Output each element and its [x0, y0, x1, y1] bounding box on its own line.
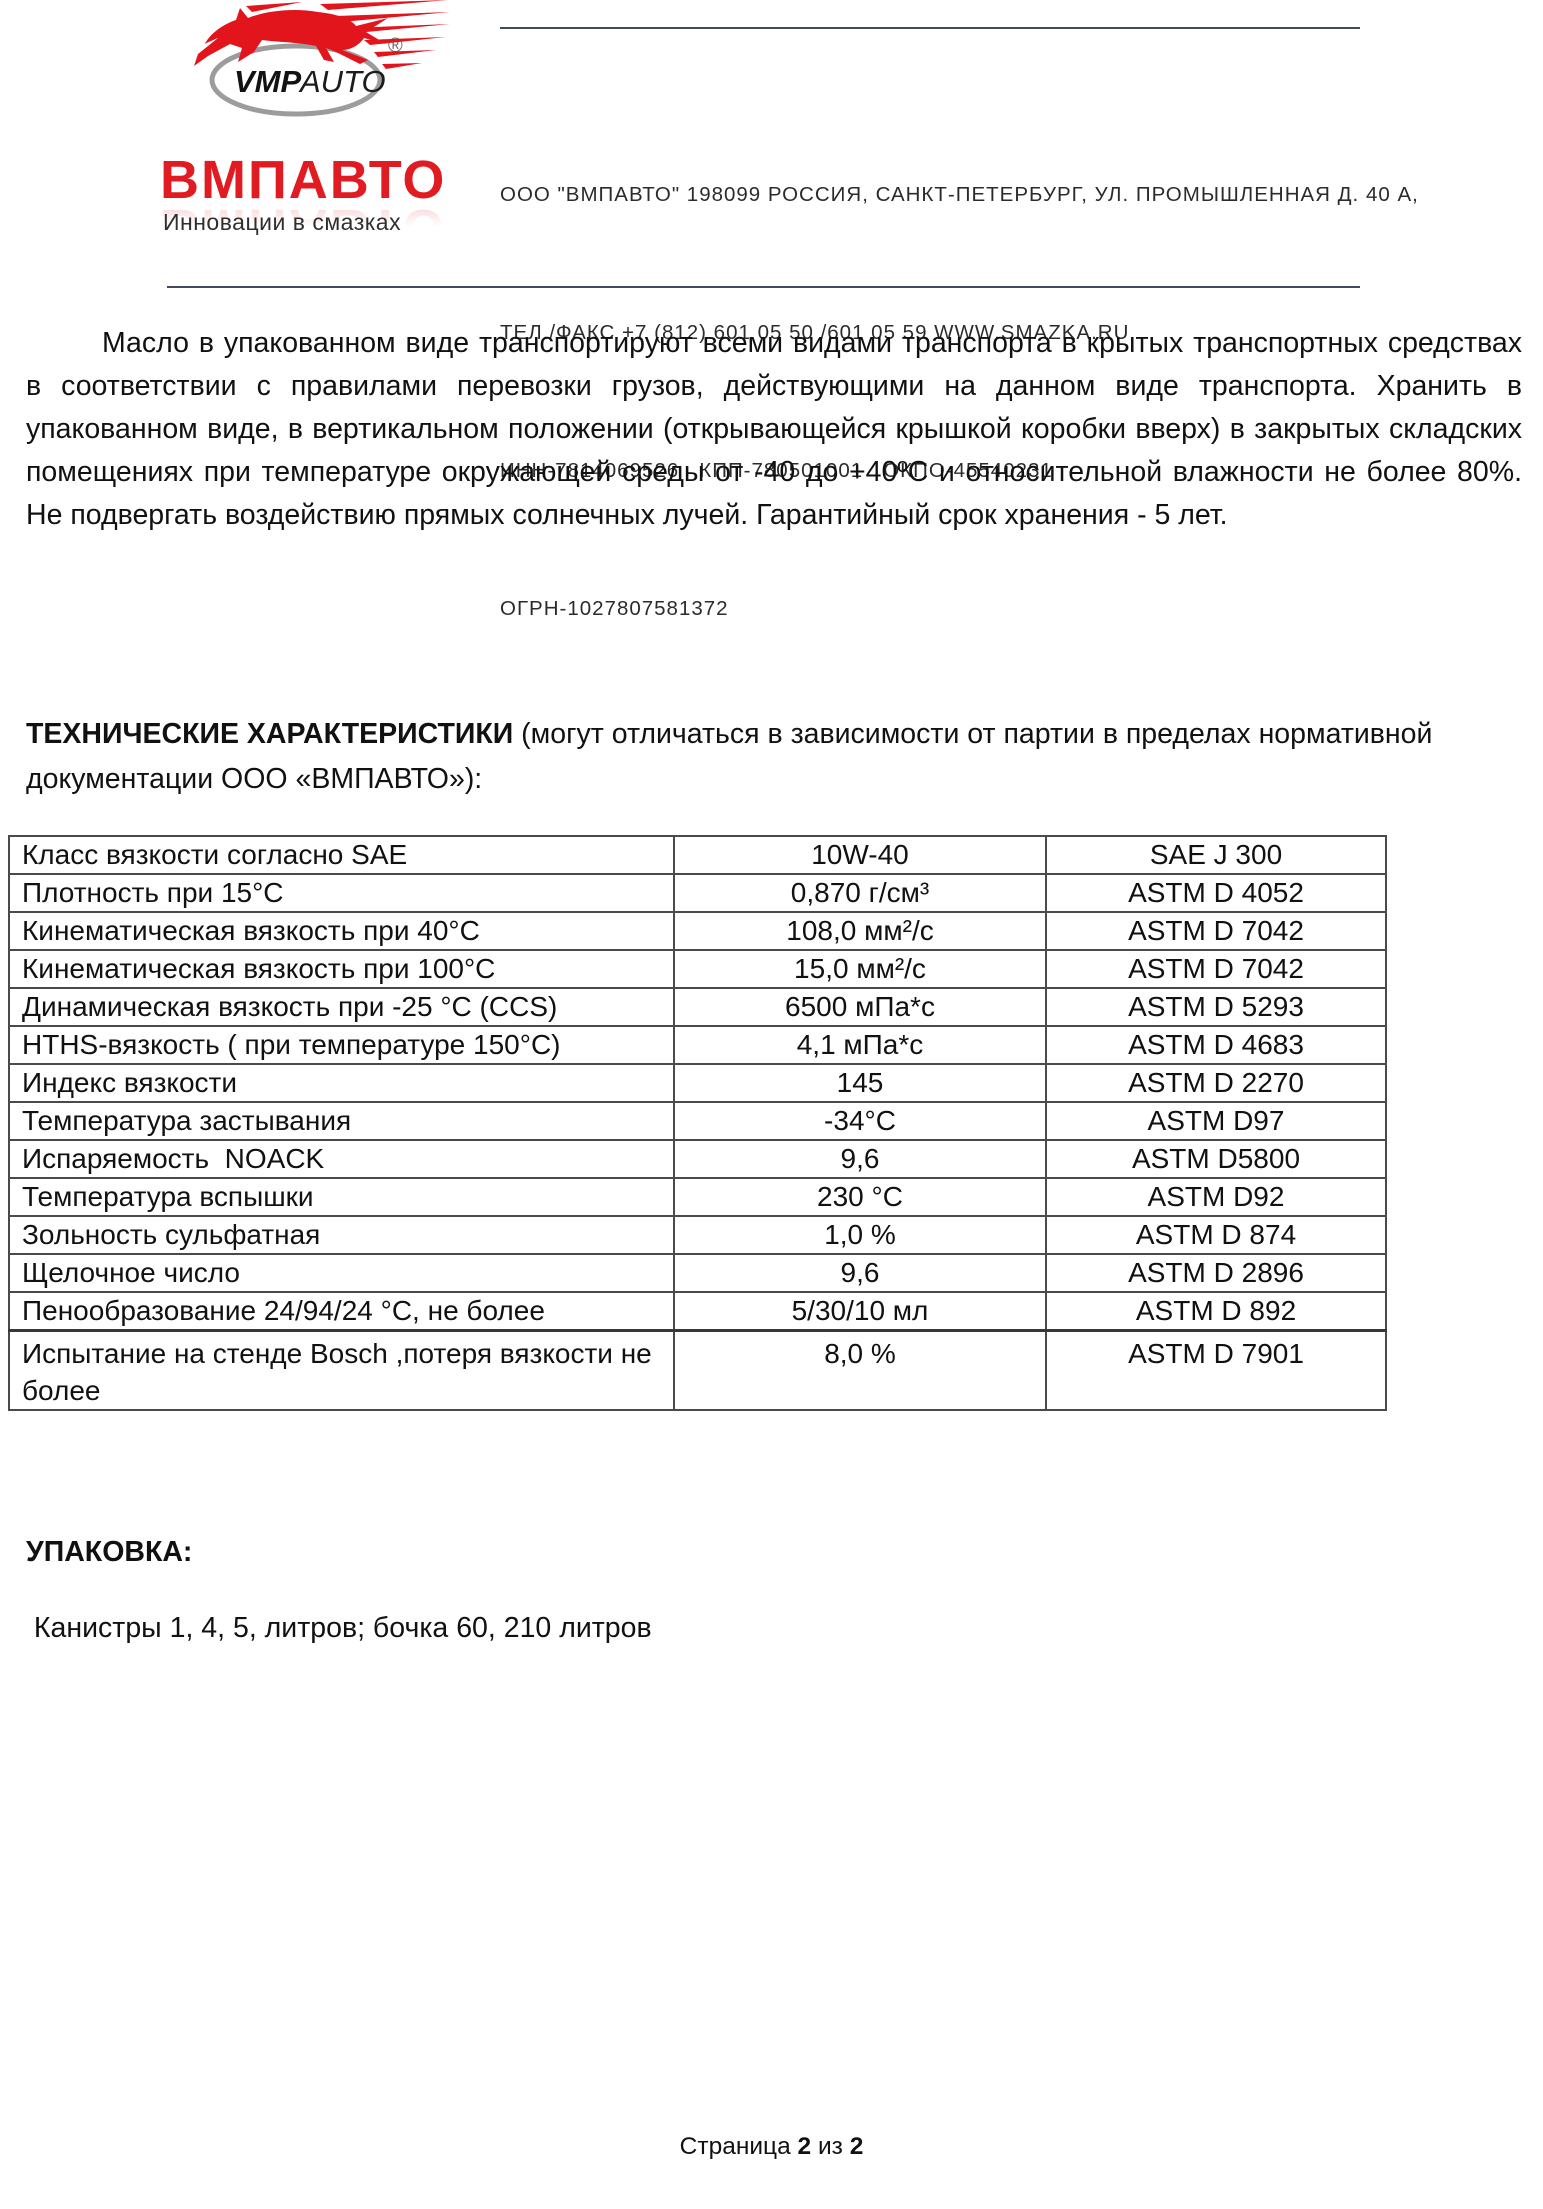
contact-line-ogrn: ОГРН-1027807581372 — [500, 597, 729, 620]
value-cell: 4,1 мПа*с — [673, 1025, 1047, 1065]
table-row: Испытание на стенде Bosch ,потеря вязкос… — [8, 1329, 1387, 1411]
footer-of-word: из — [817, 2133, 843, 2160]
method-cell: ASTM D 5293 — [1045, 987, 1387, 1027]
table-row: Температура вспышки 230 °С ASTM D92 — [8, 1177, 1387, 1217]
horse-icon — [194, 0, 450, 69]
method-cell: ASTM D 2896 — [1045, 1253, 1387, 1293]
method-cell: ASTM D92 — [1045, 1177, 1387, 1217]
param-cell: Кинематическая вязкость при 40°С — [8, 911, 675, 951]
value-cell: 9,6 — [673, 1253, 1047, 1293]
footer-current-page: 2 — [797, 2133, 812, 2160]
param-cell: Испытание на стенде Bosch ,потеря вязкос… — [8, 1329, 675, 1411]
header-bottom-rule — [167, 286, 1360, 288]
table-row: Класс вязкости согласно SAE 10W-40 SAE J 3… — [8, 835, 1387, 875]
logo-oval-text-auto: AUTO — [298, 64, 386, 99]
page-footer: Страница 2 из 2 — [0, 2133, 1543, 2161]
contact-line-address: ООО "ВМПАВТО" 198099 РОССИЯ, САНКТ-ПЕТЕР… — [500, 183, 1419, 206]
value-cell: 8,0 % — [673, 1329, 1047, 1411]
specs-heading-rest: (могут отличаться в зависимости от парти… — [26, 718, 1433, 795]
value-cell: 15,0 мм²/с — [673, 949, 1047, 989]
table-row: Щелочное число 9,6 ASTM D 2896 — [8, 1253, 1387, 1293]
param-cell: Плотность при 15°С — [8, 873, 675, 913]
param-cell: Класс вязкости согласно SAE — [8, 835, 675, 875]
method-cell: SAE J 300 — [1045, 835, 1387, 875]
table-row: Динамическая вязкость при -25 °С (CCS) 65… — [8, 987, 1387, 1027]
table-row: Пенообразование 24/94/24 °С, не более 5/3… — [8, 1291, 1387, 1332]
param-cell: Температура вспышки — [8, 1177, 675, 1217]
param-cell: Кинематическая вязкость при 100°С — [8, 949, 675, 989]
table-row: Испаряемость NOACK 9,6 ASTM D5800 — [8, 1139, 1387, 1179]
value-cell: 9,6 — [673, 1139, 1047, 1179]
contact-line-inn: ИНН-7814069526 КПП-780501001 ОКПО-455402… — [500, 459, 1053, 482]
specs-heading-bold: ТЕХНИЧЕСКИЕ ХАРАКТЕРИСТИКИ — [26, 718, 514, 750]
param-cell: Зольность сульфатная — [8, 1215, 675, 1255]
param-cell: Динамическая вязкость при -25 °С (CCS) — [8, 987, 675, 1027]
value-cell: 5/30/10 мл — [673, 1291, 1047, 1332]
method-cell: ASTM D 7042 — [1045, 911, 1387, 951]
param-cell: Испаряемость NOACK — [8, 1139, 675, 1179]
method-cell: ASTM D 874 — [1045, 1215, 1387, 1255]
brand-tagline: Инновации в смазках — [163, 209, 402, 235]
method-cell: ASTM D 892 — [1045, 1291, 1387, 1332]
value-cell: -34°С — [673, 1101, 1047, 1141]
param-cell: Щелочное число — [8, 1253, 675, 1293]
method-cell: ASTM D 7901 — [1045, 1329, 1387, 1411]
method-cell: ASTM D5800 — [1045, 1139, 1387, 1179]
footer-total-pages: 2 — [849, 2133, 864, 2160]
value-cell: 230 °С — [673, 1177, 1047, 1217]
logo-oval-text-vmp: VMP — [234, 64, 302, 99]
packaging-heading: УПАКОВКА: — [26, 1536, 193, 1568]
brand-wordmark: ВМПАВТО — [160, 150, 447, 210]
table-row: Кинематическая вязкость при 100°С 15,0 мм… — [8, 949, 1387, 989]
contact-line-phone: ТЕЛ./ФАКС +7 (812) 601 05 50 /601 05 59 … — [500, 321, 1130, 344]
packaging-body: Канистры 1, 4, 5, литров; бочка 60, 210 … — [26, 1612, 652, 1644]
value-cell: 10W-40 — [673, 835, 1047, 875]
value-cell: 108,0 мм²/с — [673, 911, 1047, 951]
logo-oval — [209, 43, 383, 117]
table-row: Зольность сульфатная 1,0 % ASTM D 874 — [8, 1215, 1387, 1255]
value-cell: 145 — [673, 1063, 1047, 1103]
specs-table: Класс вязкости согласно SAE 10W-40 SAE J 3… — [8, 835, 1387, 1411]
company-contact-info: ООО "ВМПАВТО" 198099 РОССИЯ, САНКТ-ПЕТЕР… — [500, 80, 1419, 724]
vmpauto-logo-emblem: VMP AUTO ® — [194, 0, 450, 117]
method-cell: ASTM D97 — [1045, 1101, 1387, 1141]
param-cell: Пенообразование 24/94/24 °С, не более — [8, 1291, 675, 1332]
specs-heading: ТЕХНИЧЕСКИЕ ХАРАКТЕРИСТИКИ (могут отлича… — [26, 712, 1522, 802]
table-row: HTHS-вязкость ( при температуре 150°С) 4,… — [8, 1025, 1387, 1065]
table-row: Температура застывания -34°С ASTM D97 — [8, 1101, 1387, 1141]
table-row: Плотность при 15°С 0,870 г/см³ ASTM D 4052 — [8, 873, 1387, 913]
footer-page-word: Страница — [679, 2133, 791, 2160]
method-cell: ASTM D 7042 — [1045, 949, 1387, 989]
table-row: Кинематическая вязкость при 40°С 108,0 мм… — [8, 911, 1387, 951]
header-top-rule — [500, 27, 1360, 29]
param-cell: HTHS-вязкость ( при температуре 150°С) — [8, 1025, 675, 1065]
method-cell: ASTM D 4052 — [1045, 873, 1387, 913]
value-cell: 0,870 г/см³ — [673, 873, 1047, 913]
table-row: Индекс вязкости 145 ASTM D 2270 — [8, 1063, 1387, 1103]
value-cell: 1,0 % — [673, 1215, 1047, 1255]
storage-paragraph: Масло в упакованном виде транспортируют … — [26, 327, 1522, 531]
param-cell: Температура застывания — [8, 1101, 675, 1141]
param-cell: Индекс вязкости — [8, 1063, 675, 1103]
value-cell: 6500 мПа*с — [673, 987, 1047, 1027]
method-cell: ASTM D 2270 — [1045, 1063, 1387, 1103]
method-cell: ASTM D 4683 — [1045, 1025, 1387, 1065]
